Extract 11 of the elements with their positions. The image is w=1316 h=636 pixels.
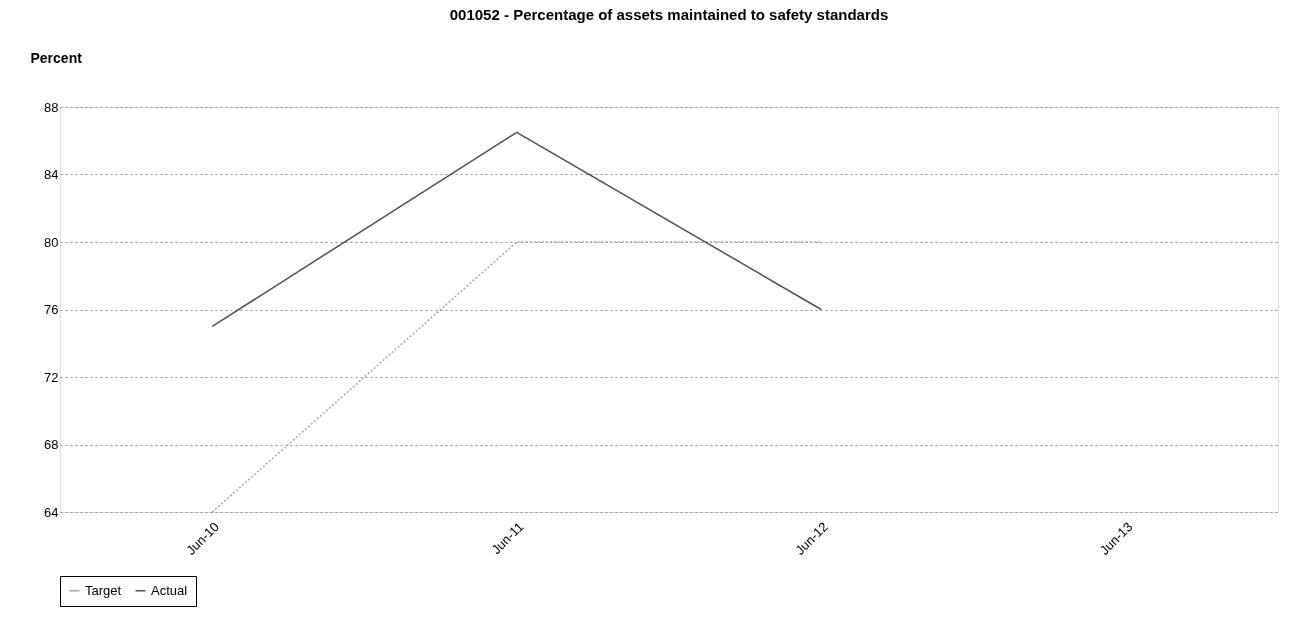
y-tick-label: 68 [44, 437, 59, 452]
y-tick-label: 76 [44, 302, 59, 317]
legend-label: Target [85, 582, 122, 598]
legend-label: Actual [151, 582, 188, 598]
chart-title: 001052 - Percentage of assets maintained to safety standards [449, 6, 889, 23]
y-tick-label: 64 [44, 504, 59, 520]
y-tick-label: 80 [44, 234, 59, 250]
y-axis-title: Percent [30, 49, 83, 66]
y-tick-label: 88 [44, 99, 59, 115]
y-tick-label: 84 [44, 167, 59, 182]
y-tick-label: 72 [44, 369, 59, 385]
